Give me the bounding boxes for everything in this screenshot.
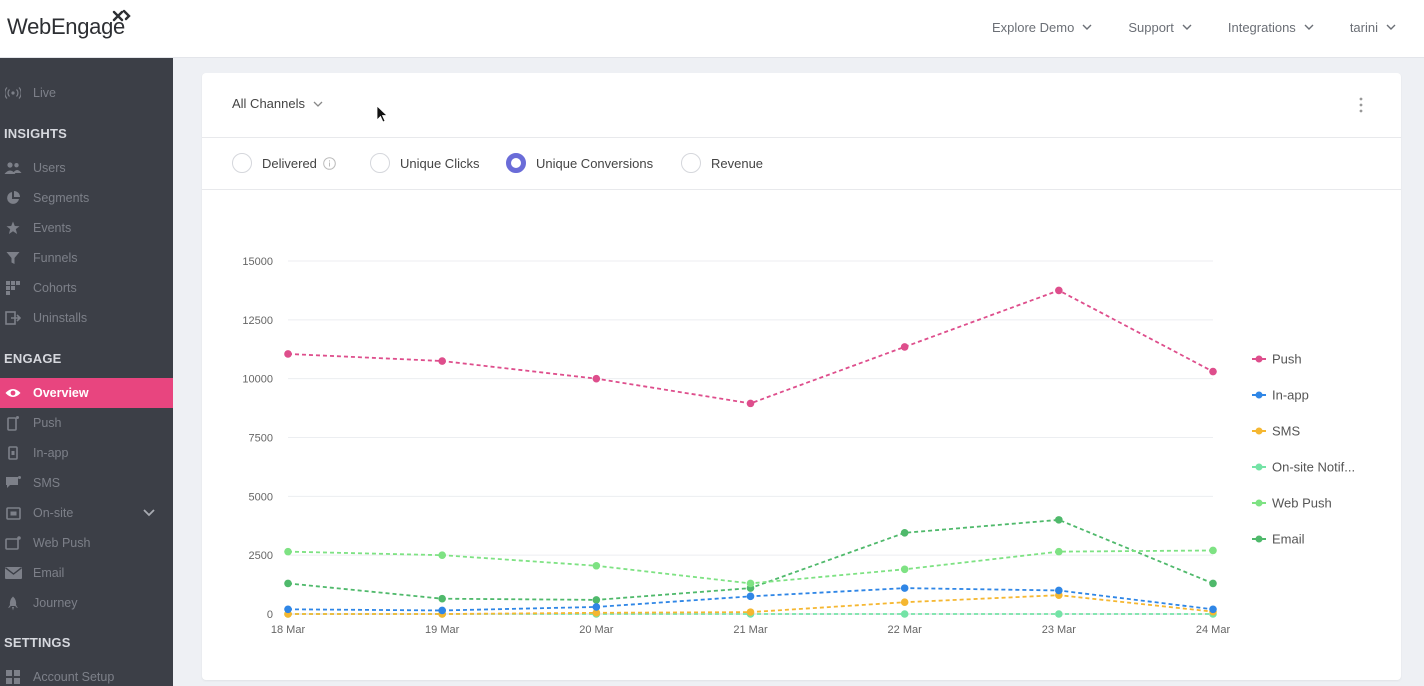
metric-selector: Delivered Unique Clicks Unique Conversio… <box>202 138 1401 190</box>
logo-mark-icon <box>112 9 131 22</box>
sidebar-item-web-push[interactable]: Web Push <box>0 528 173 558</box>
users-icon <box>4 160 22 176</box>
overview-card: All Channels Delivered Unique Clicks Uni… <box>202 73 1401 680</box>
sidebar-item-label: Segments <box>33 191 90 205</box>
sidebar-item-label: Events <box>33 221 72 235</box>
chevron-down-icon <box>1182 24 1192 30</box>
sidebar-item-label: SMS <box>33 476 61 490</box>
logo[interactable]: WebEngage <box>7 14 125 39</box>
sidebar-item-label: Journey <box>33 596 78 610</box>
sidebar-item-in-app[interactable]: In-app <box>0 438 173 468</box>
mail-icon <box>4 565 22 581</box>
broadcast-icon <box>4 85 22 101</box>
sidebar-item-funnels[interactable]: Funnels <box>0 243 173 273</box>
funnel-icon <box>4 250 22 266</box>
sidebar-item-live[interactable]: Live <box>0 78 173 108</box>
sidebar-item-on-site[interactable]: On-site <box>0 498 173 528</box>
metric-delivered[interactable]: Delivered <box>232 153 336 173</box>
top-bar: WebEngage Explore Demo Support Integrati… <box>0 0 1424 58</box>
phone-icon <box>4 415 22 431</box>
uninstall-icon <box>4 310 22 326</box>
sidebar-item-events[interactable]: Events <box>0 213 173 243</box>
engage-heading: ENGAGE <box>4 351 62 366</box>
star-icon <box>4 220 22 236</box>
metric-label: Revenue <box>711 155 764 171</box>
top-nav: Explore Demo Support Integrations tarini <box>992 0 1396 54</box>
sidebar-item-overview[interactable]: Overview <box>0 378 173 408</box>
grid-icon <box>4 280 22 296</box>
sidebar-item-cohorts[interactable]: Cohorts <box>0 273 173 303</box>
pie-icon <box>4 190 22 206</box>
webpush-icon <box>4 535 22 551</box>
support-label: Support <box>1128 19 1174 35</box>
chevron-down-icon <box>1304 24 1314 30</box>
chevron-down-icon <box>1386 24 1396 30</box>
metric-revenue[interactable]: Revenue <box>681 153 763 173</box>
mouse-cursor-icon <box>376 105 388 123</box>
explore-demo-label: Explore Demo <box>991 19 1075 35</box>
metric-unique-clicks[interactable]: Unique Clicks <box>370 153 479 173</box>
settings-heading: SETTINGS <box>4 635 71 650</box>
sidebar-item-sms[interactable]: SMS <box>0 468 173 498</box>
sidebar-item-label: Overview <box>33 386 89 400</box>
sidebar-item-email[interactable]: Email <box>0 558 173 588</box>
metric-label: Unique Conversions <box>536 155 654 171</box>
radio-unique-conversions[interactable] <box>506 153 526 173</box>
radio-revenue[interactable] <box>681 153 701 173</box>
metric-label: Delivered <box>262 155 317 171</box>
sidebar-item-label: Cohorts <box>33 281 77 295</box>
radio-unique-clicks[interactable] <box>370 153 390 173</box>
chevron-down-icon[interactable] <box>143 509 155 517</box>
explore-demo-menu[interactable]: Explore Demo <box>992 20 1092 35</box>
metric-label: Unique Clicks <box>400 155 480 171</box>
sidebar-item-journey[interactable]: Journey <box>0 588 173 618</box>
user-name: tarini <box>1349 19 1378 35</box>
sidebar-item-account-setup[interactable]: Account Setup <box>0 662 173 686</box>
sidebar-item-uninstalls[interactable]: Uninstalls <box>0 303 173 333</box>
sidebar-item-label: Uninstalls <box>33 311 88 325</box>
sidebar-item-label: On-site <box>33 506 74 520</box>
sidebar-item-label: Web Push <box>33 536 91 550</box>
rocket-icon <box>4 595 22 611</box>
support-menu[interactable]: Support <box>1128 20 1192 35</box>
sidebar-item-label: Funnels <box>33 251 78 265</box>
sidebar-item-label: Users <box>33 161 66 175</box>
metric-unique-conversions[interactable]: Unique Conversions <box>506 153 653 173</box>
grid-icon <box>4 669 22 685</box>
card-header: All Channels <box>202 73 1401 138</box>
sidebar-item-label: Push <box>33 416 62 430</box>
sidebar-item-label: In-app <box>33 446 69 460</box>
sidebar-item-segments[interactable]: Segments <box>0 183 173 213</box>
sidebar-item-push[interactable]: Push <box>0 408 173 438</box>
tablet-icon <box>4 445 22 461</box>
chevron-down-icon <box>1082 24 1092 30</box>
user-menu[interactable]: tarini <box>1350 20 1396 35</box>
info-icon[interactable] <box>323 156 336 170</box>
insights-heading: INSIGHTS <box>4 126 67 141</box>
eye-icon <box>4 385 22 401</box>
radio-delivered[interactable] <box>232 153 252 173</box>
chat-icon <box>4 475 22 491</box>
chevron-down-icon <box>313 101 323 107</box>
more-options-icon[interactable] <box>1359 97 1363 113</box>
browser-icon <box>4 505 22 521</box>
sidebar-item-label: Email <box>33 566 65 580</box>
sidebar-item-label: Account Setup <box>33 670 115 684</box>
integrations-menu[interactable]: Integrations <box>1228 20 1314 35</box>
channel-dropdown[interactable]: All Channels <box>232 96 323 111</box>
sidebar-item-label: Live <box>33 86 56 100</box>
channel-dropdown-value: All Channels <box>232 96 305 111</box>
integrations-label: Integrations <box>1227 19 1296 35</box>
sidebar: Live INSIGHTS Users Segments Events Funn… <box>0 58 173 686</box>
sidebar-item-users[interactable]: Users <box>0 153 173 183</box>
